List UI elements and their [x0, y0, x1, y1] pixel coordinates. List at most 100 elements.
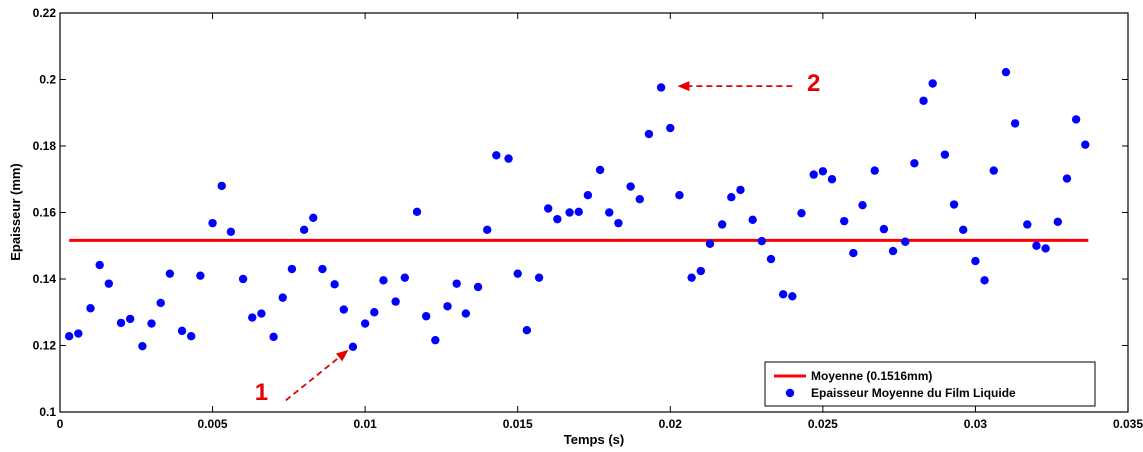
x-tick-label: 0.025: [808, 417, 838, 431]
data-point: [64, 331, 74, 341]
data-point: [339, 305, 348, 314]
data-point: [757, 236, 767, 246]
data-point: [125, 314, 135, 324]
data-point: [809, 170, 818, 179]
data-point: [565, 208, 574, 217]
data-point: [269, 332, 278, 342]
legend-points-label: Epaisseur Moyenne du Film Liquide: [811, 386, 1016, 400]
data-point: [391, 297, 400, 306]
data-point: [443, 302, 452, 311]
data-point: [513, 269, 522, 278]
data-point: [928, 79, 937, 88]
data-point: [605, 208, 614, 217]
data-point: [870, 166, 879, 175]
data-point: [727, 193, 736, 202]
data-point: [766, 254, 776, 264]
data-point: [461, 309, 471, 318]
x-tick-label: 0.005: [198, 417, 228, 431]
data-point: [116, 318, 126, 328]
y-axis-title: Epaisseur (mm): [8, 163, 23, 261]
y-tick-label: 0.22: [33, 6, 57, 20]
data-point: [980, 276, 989, 285]
data-point: [656, 83, 666, 92]
data-point: [696, 266, 705, 276]
data-point: [574, 207, 583, 217]
data-point: [452, 279, 461, 288]
data-point: [583, 191, 593, 200]
data-point: [257, 309, 266, 318]
legend-points-swatch: [785, 388, 795, 398]
x-tick-label: 0.035: [1113, 417, 1143, 431]
data-point: [492, 151, 501, 160]
legend-mean-label: Moyenne (0.1516mm): [811, 369, 932, 383]
data-point: [74, 329, 83, 338]
data-point: [330, 280, 339, 289]
plot-area: [59, 12, 1129, 413]
data-point: [196, 271, 205, 280]
data-point: [1062, 174, 1072, 183]
data-point: [473, 282, 483, 292]
data-point: [287, 264, 297, 274]
data-point: [348, 342, 358, 352]
x-axis-title: Temps (s): [564, 432, 624, 447]
data-point: [717, 220, 727, 229]
x-axis: 0 0.005 0.01 0.015 0.02 0.025 0.03 0.035: [57, 13, 1143, 431]
y-tick-label: 0.18: [33, 139, 57, 153]
data-point: [635, 195, 644, 204]
data-point: [504, 154, 513, 163]
data-point: [971, 256, 980, 266]
data-point: [360, 319, 370, 328]
data-point: [1010, 119, 1020, 128]
data-point: [156, 298, 165, 308]
data-point: [1041, 244, 1050, 253]
data-point: [226, 227, 236, 236]
data-point: [595, 165, 605, 175]
data-point: [849, 248, 858, 258]
data-point: [989, 166, 998, 175]
data-point: [431, 335, 440, 345]
data-point: [248, 313, 257, 322]
data-point: [959, 225, 968, 234]
x-tick-label: 0.01: [353, 417, 377, 431]
data-point: [553, 214, 562, 224]
data-point: [309, 213, 318, 223]
annotation-label: 1: [255, 379, 268, 406]
x-tick-label: 0.03: [964, 417, 988, 431]
data-point: [147, 319, 156, 328]
data-point: [910, 159, 919, 168]
y-tick-label: 0.12: [33, 339, 57, 353]
data-point: [400, 273, 410, 282]
data-point: [778, 290, 788, 299]
plot-series: [64, 67, 1090, 352]
data-point: [138, 341, 147, 351]
data-point: [1001, 67, 1011, 77]
data-point: [278, 293, 287, 302]
data-point: [187, 331, 196, 341]
data-point: [705, 239, 715, 248]
data-point: [370, 308, 379, 317]
data-point: [238, 274, 248, 284]
x-tick-label: 0.015: [503, 417, 533, 431]
data-point: [675, 191, 684, 200]
x-tick-label: 0.02: [659, 417, 683, 431]
data-point: [1032, 241, 1041, 250]
annotation-arrow: [285, 349, 349, 402]
data-point: [208, 218, 217, 228]
data-point: [1081, 140, 1090, 149]
annotation-label: 2: [807, 70, 820, 97]
x-tick-label: 0: [57, 417, 64, 431]
data-point: [217, 181, 226, 191]
data-point: [940, 150, 950, 159]
data-point: [666, 123, 675, 133]
data-point: [1053, 217, 1063, 227]
data-point: [949, 200, 959, 209]
data-point: [644, 129, 654, 139]
data-point: [177, 326, 187, 336]
data-point: [1023, 220, 1032, 229]
data-point: [104, 279, 114, 288]
data-point: [614, 218, 623, 228]
y-tick-label: 0.1: [39, 405, 56, 419]
y-tick-label: 0.2: [39, 73, 56, 87]
data-point: [879, 224, 889, 234]
